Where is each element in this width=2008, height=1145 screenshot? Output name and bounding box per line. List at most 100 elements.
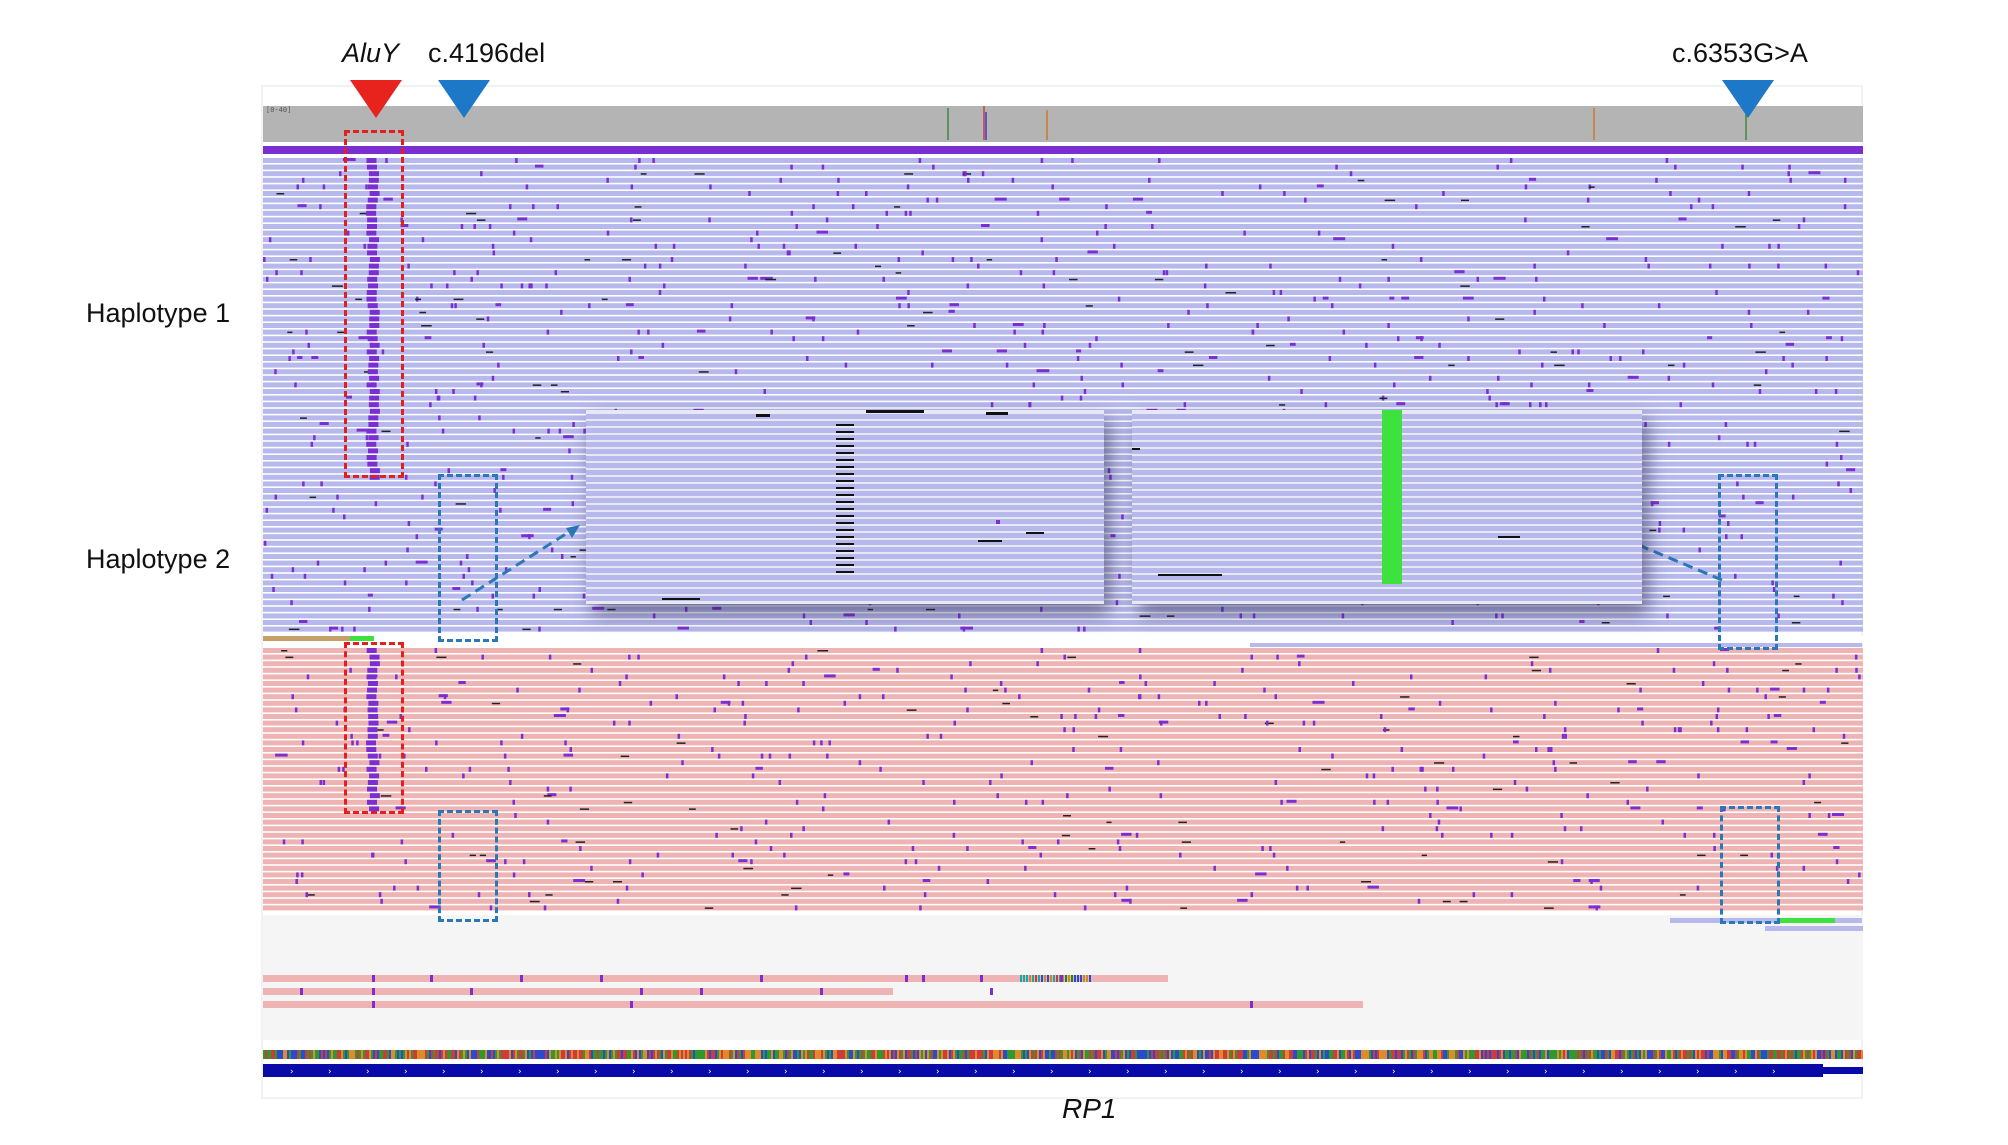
reference-base	[1183, 1050, 1185, 1059]
reference-base	[1127, 1050, 1129, 1059]
reference-base	[1337, 1050, 1339, 1059]
reference-base	[989, 1050, 991, 1059]
soft-clip-base	[1041, 975, 1043, 982]
reference-base	[719, 1050, 721, 1059]
reference-base	[1851, 1050, 1853, 1059]
insertion-mark	[1383, 727, 1387, 733]
soft-clip-base	[1065, 975, 1067, 982]
insertion-mark	[1628, 760, 1637, 764]
reference-base	[1669, 1050, 1671, 1059]
reference-base	[1173, 1050, 1175, 1059]
reference-base	[1009, 1050, 1011, 1059]
insertion-mark	[743, 720, 746, 726]
insertion-mark	[274, 494, 278, 500]
reference-base	[1713, 1050, 1715, 1059]
reference-base	[623, 1050, 625, 1059]
reference-base	[443, 1050, 445, 1059]
reference-base	[1191, 1050, 1193, 1059]
reference-base	[291, 1050, 293, 1059]
insertion-mark	[1120, 362, 1123, 368]
reference-base	[1021, 1050, 1023, 1059]
insertion-mark	[1841, 600, 1844, 606]
read	[263, 760, 1863, 766]
deletion-mark	[1448, 364, 1455, 367]
deletion-mark	[756, 414, 770, 417]
reference-base	[1517, 1050, 1519, 1059]
aluy-insertion	[368, 171, 379, 177]
insertion-mark	[476, 270, 479, 276]
strand-arrow-icon: ›	[1696, 1067, 1700, 1077]
reference-base	[1495, 1050, 1497, 1059]
insertion-mark	[1391, 766, 1394, 772]
reference-base	[485, 1050, 487, 1059]
insertion-mark	[1116, 839, 1120, 845]
reference-base	[643, 1050, 645, 1059]
reference-base	[1193, 1050, 1195, 1059]
insertion-mark	[319, 204, 322, 210]
aluy-insertion	[367, 461, 378, 467]
reference-base	[363, 1050, 365, 1059]
reference-base	[481, 1050, 483, 1059]
reference-base	[979, 1050, 981, 1059]
reference-base	[1515, 1050, 1517, 1059]
insertion-mark	[770, 329, 773, 335]
insertion-mark	[263, 540, 267, 546]
insertion-mark	[1856, 270, 1860, 276]
reference-base	[1349, 1050, 1351, 1059]
reference-base	[685, 1050, 687, 1059]
insertion-mark	[356, 740, 359, 746]
c6353GA-label: c.6353G>A	[1672, 38, 1808, 68]
aluy-insertion	[366, 329, 377, 335]
unphased-read	[263, 975, 1168, 982]
deletion-mark	[289, 259, 298, 261]
insertion-mark	[713, 707, 717, 713]
reference-base	[1839, 1050, 1841, 1059]
read	[263, 714, 1863, 719]
insertion-mark	[1435, 826, 1439, 832]
reference-base	[1017, 1050, 1019, 1059]
reference-base	[1765, 1050, 1767, 1059]
reference-base	[1845, 1050, 1847, 1059]
insertion-mark	[1588, 905, 1601, 909]
deletion-zoom-inset	[586, 410, 1104, 604]
aluy-insertion	[368, 714, 379, 719]
reference-base	[335, 1050, 337, 1059]
insertion-mark	[904, 859, 908, 865]
insertion-mark	[305, 329, 308, 335]
insertion-mark	[543, 507, 552, 511]
insertion-mark	[737, 681, 740, 686]
strand-arrow-icon: ›	[936, 1067, 940, 1077]
reference-base	[1045, 1050, 1047, 1059]
read	[263, 648, 1863, 653]
reference-base	[351, 1050, 353, 1059]
reference-base	[285, 1050, 287, 1059]
reference-base	[301, 1050, 303, 1059]
reference-base	[385, 1050, 387, 1059]
reference-base	[1133, 1050, 1135, 1059]
reference-base	[483, 1050, 485, 1059]
reference-base	[869, 1050, 871, 1059]
reference-base	[1753, 1050, 1755, 1059]
insertion-mark	[528, 892, 531, 898]
insertion-mark	[282, 839, 286, 845]
deletion-mark	[560, 391, 569, 393]
reference-base	[1131, 1050, 1133, 1059]
insertion-mark	[1269, 846, 1272, 851]
deletion-mark	[1460, 285, 1470, 287]
reference-base	[1373, 1050, 1375, 1059]
insertion-mark	[606, 230, 610, 236]
insertion-mark	[1787, 171, 1790, 177]
insertion-mark	[1639, 687, 1642, 693]
insertion-mark	[548, 654, 552, 660]
insertion-mark	[661, 342, 665, 348]
soft-clip-base	[1086, 975, 1088, 982]
deletion-mark	[436, 656, 447, 659]
reference-base	[645, 1050, 647, 1059]
aluy-insertion	[369, 323, 380, 328]
read	[263, 606, 1863, 612]
reference-base	[1107, 1050, 1109, 1059]
reference-base	[1525, 1050, 1527, 1059]
deletion-mark	[963, 173, 972, 175]
reference-base	[1857, 1050, 1859, 1059]
reference-base	[1001, 1050, 1003, 1059]
